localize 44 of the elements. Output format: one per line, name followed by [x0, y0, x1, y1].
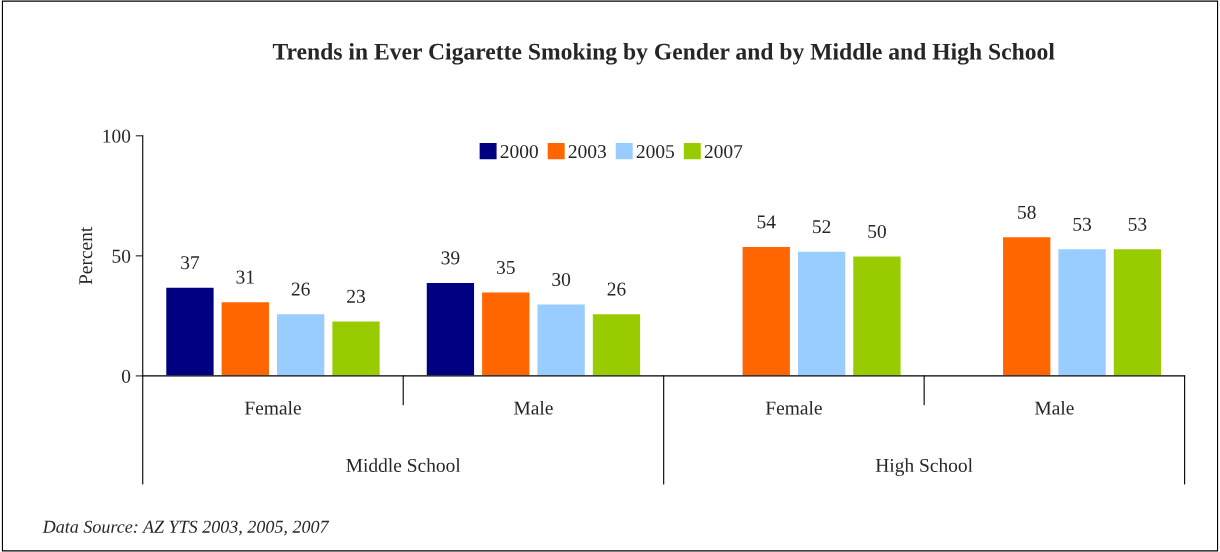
data-label: 37 — [181, 256, 200, 270]
x-tick-label: Female — [244, 400, 301, 415]
x-tick-label: Male — [1034, 400, 1074, 415]
bar — [425, 281, 476, 376]
bar — [220, 300, 271, 376]
bar — [330, 319, 382, 376]
bar — [1057, 247, 1108, 376]
legend-label: 2000 — [500, 144, 538, 159]
source-note: Data Source: AZ YTS 2003, 2005, 2007 — [42, 520, 330, 536]
bar — [1001, 235, 1052, 376]
text: Middle School — [346, 458, 461, 473]
y-axis-title: Percent — [79, 226, 93, 285]
legend-label: 2005 — [636, 144, 675, 159]
data-label: 53 — [1073, 217, 1092, 231]
bar — [275, 312, 326, 376]
legend-label: 2007 — [704, 144, 743, 159]
data-label: 26 — [607, 282, 626, 296]
data-label: 30 — [552, 272, 571, 287]
data-label: 39 — [441, 251, 460, 265]
bar — [591, 312, 642, 376]
data-label: 50 — [868, 224, 886, 239]
y-tick-label: 50 — [112, 249, 131, 263]
data-label: 35 — [496, 260, 515, 275]
bar — [796, 250, 847, 376]
text: High School — [875, 458, 973, 476]
data-label: 26 — [291, 282, 310, 296]
bar — [536, 303, 587, 376]
bar — [851, 255, 902, 376]
data-label: 23 — [347, 289, 365, 303]
x-tick-label: Female — [765, 400, 822, 415]
data-label: 52 — [813, 220, 831, 234]
bar — [480, 291, 531, 376]
y-tick-label: 0 — [121, 369, 131, 383]
data-label: 53 — [1128, 217, 1147, 231]
bar — [1112, 247, 1163, 376]
x-tick-label: Male — [514, 400, 553, 415]
legend-label: 2003 — [568, 144, 606, 159]
data-label: 54 — [757, 215, 776, 229]
data-label: 58 — [1018, 205, 1036, 219]
y-tick-label: 100 — [103, 129, 131, 143]
chart-title: Trends in Ever Cigarette Smoking by Gender and by Middle and High School — [272, 43, 1055, 65]
bar — [741, 245, 792, 376]
data-label: 31 — [236, 270, 254, 284]
bar — [164, 286, 215, 376]
